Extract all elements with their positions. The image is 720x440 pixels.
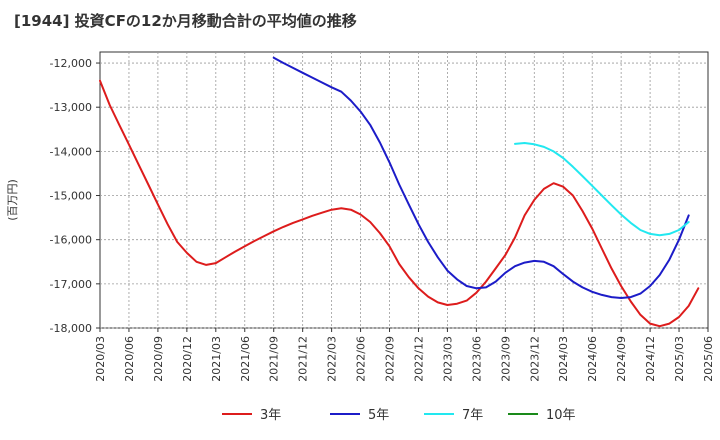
x-tick-label: 2024/06 bbox=[586, 336, 599, 382]
legend: 3年 5年 7年 10年 bbox=[222, 408, 576, 423]
series-layer bbox=[99, 56, 700, 328]
y-tick-label: -14,000 bbox=[50, 145, 92, 158]
x-tick-label: 2024/03 bbox=[557, 336, 570, 382]
x-tick-label: 2023/09 bbox=[499, 336, 512, 382]
y-axis-label: (百万円) bbox=[6, 179, 19, 221]
x-tick-label: 2020/03 bbox=[94, 336, 107, 382]
x-tick-label: 2025/03 bbox=[673, 336, 686, 382]
x-tick-label: 2021/06 bbox=[239, 336, 252, 382]
x-tick-label: 2024/12 bbox=[644, 336, 657, 382]
y-tick-label: -16,000 bbox=[50, 234, 92, 247]
x-tick-label: 2023/03 bbox=[441, 336, 454, 382]
x-tick-label: 2020/12 bbox=[181, 336, 194, 382]
series-line-2 bbox=[514, 142, 690, 237]
x-tick-label: 2022/12 bbox=[412, 336, 425, 382]
legend-label-3: 10年 bbox=[546, 408, 576, 423]
x-tick-label: 2020/09 bbox=[152, 336, 165, 382]
x-tick-label: 2022/09 bbox=[384, 336, 397, 382]
legend-label-2: 7年 bbox=[462, 408, 483, 423]
plot-area bbox=[99, 51, 709, 329]
x-tick-label: 2021/09 bbox=[268, 336, 281, 382]
series-line-1 bbox=[272, 56, 690, 299]
x-axis: 2020/03 2020/06 2020/09 2020/12 2021/03 2021/… bbox=[94, 328, 715, 382]
y-axis: -12,000 -13,000 -14,000 -15,000 -16,000 -17,0… bbox=[50, 57, 100, 335]
x-tick-label: 2023/12 bbox=[528, 336, 541, 382]
x-tick-label: 2024/09 bbox=[615, 336, 628, 382]
x-tick-label: 2023/06 bbox=[470, 336, 483, 382]
y-tick-label: -12,000 bbox=[50, 57, 92, 70]
y-tick-label: -18,000 bbox=[50, 322, 92, 335]
x-tick-label: 2022/03 bbox=[326, 336, 339, 382]
y-tick-label: -15,000 bbox=[50, 190, 92, 203]
grid bbox=[100, 52, 708, 329]
x-tick-label: 2021/12 bbox=[297, 336, 310, 382]
y-tick-label: -13,000 bbox=[50, 101, 92, 114]
legend-label-1: 5年 bbox=[368, 408, 389, 423]
x-tick-label: 2022/06 bbox=[355, 336, 368, 382]
y-tick-label: -17,000 bbox=[50, 278, 92, 291]
chart-title: [1944] 投資CFの12か月移動合計の平均値の推移 bbox=[14, 12, 357, 30]
x-tick-label: 2020/06 bbox=[123, 336, 136, 382]
x-tick-label: 2025/06 bbox=[702, 336, 715, 382]
series-line-0 bbox=[99, 79, 700, 328]
x-tick-label: 2021/03 bbox=[210, 336, 223, 382]
legend-label-0: 3年 bbox=[260, 408, 281, 423]
